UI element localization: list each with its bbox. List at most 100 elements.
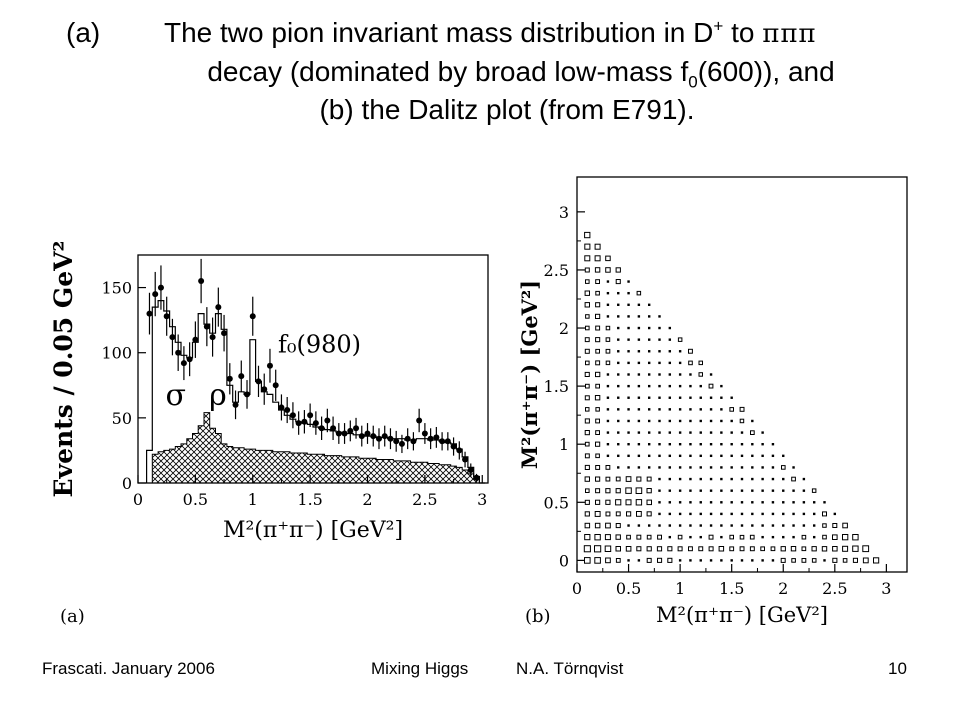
dalitz-cell: [689, 431, 692, 434]
dalitz-cell: [720, 477, 723, 481]
dalitz-cell: [647, 373, 651, 376]
dalitz-cell: [668, 443, 672, 446]
dalitz-cell: [771, 524, 775, 527]
dalitz-cell: [689, 408, 692, 411]
dalitz-cell: [730, 396, 733, 399]
dalitz-cell: [790, 546, 797, 552]
dalitz-cell: [594, 522, 601, 529]
dalitz-cell: [658, 315, 661, 318]
dalitz-cell: [720, 396, 723, 399]
dalitz-cell: [595, 290, 600, 296]
dalitz-cell: [678, 559, 682, 562]
dalitz-cell: [822, 534, 827, 540]
dalitz-cell: [637, 408, 641, 411]
dalitz-cell: [605, 360, 611, 366]
dalitz-cell: [605, 255, 611, 262]
dalitz-cell: [720, 443, 723, 446]
dalitz-cell: [658, 454, 661, 458]
dalitz-cell: [771, 477, 775, 481]
dalitz-cell: [678, 512, 682, 516]
dalitz-cell: [822, 511, 827, 517]
dalitz-cell: [605, 325, 611, 331]
chart-b-xtick-label: 3: [881, 579, 891, 598]
dalitz-cell: [730, 419, 733, 423]
dalitz-cell: [760, 546, 766, 552]
dalitz-cell: [595, 360, 601, 366]
dalitz-cell: [668, 501, 672, 504]
dalitz-cell: [636, 511, 642, 517]
chart-a-data-point: [146, 310, 153, 317]
chart-b-xtick-label: 1: [675, 579, 685, 598]
dalitz-cell: [677, 534, 683, 540]
dalitz-cell: [627, 524, 630, 527]
chart-a-data-point: [330, 425, 337, 432]
chart-b-ylabel: M²(π⁺π⁻) [GeV²]: [517, 280, 542, 469]
dalitz-cell: [842, 522, 848, 529]
dalitz-cell: [627, 361, 630, 365]
chart-a-data-point: [226, 375, 233, 382]
dalitz-cell: [646, 557, 652, 563]
dalitz-cell: [792, 489, 795, 492]
dalitz-cell: [605, 511, 611, 517]
dalitz-cell: [668, 338, 672, 341]
dalitz-cell: [595, 418, 600, 424]
chart-a-data-point: [462, 456, 469, 463]
dalitz-cell: [709, 466, 713, 469]
dalitz-cell: [771, 512, 775, 516]
dalitz-cell: [688, 546, 693, 552]
dalitz-cell: [668, 396, 672, 399]
dalitz-cell: [730, 559, 733, 562]
dalitz-cell: [668, 535, 672, 539]
chart-a-axes: 0 0.5 1 1.5 2 2.5 3 0 50 100 150: [101, 254, 489, 509]
dalitz-cell: [584, 418, 590, 424]
dalitz-cell: [689, 454, 692, 458]
chart-a-data-point: [272, 382, 279, 389]
dalitz-cell: [668, 431, 672, 434]
annotation-rho: ρ: [209, 378, 227, 413]
dalitz-cell: [637, 419, 641, 423]
chart-a-data-point: [175, 349, 182, 356]
chart-a-data-point: [381, 433, 388, 440]
chart-b-ytick-label: 2: [559, 319, 569, 338]
dalitz-cell: [761, 489, 764, 492]
dalitz-cell: [637, 431, 641, 434]
dalitz-cell: [678, 408, 682, 411]
chart-b-frame: [576, 176, 908, 573]
dalitz-cell: [658, 443, 661, 446]
dalitz-cell: [751, 477, 754, 481]
dalitz-cell: [812, 535, 816, 539]
chart-a-data-point: [335, 430, 342, 437]
dalitz-cell: [678, 489, 682, 492]
chart-a-background-hist: [146, 412, 486, 484]
dalitz-cell: [689, 466, 692, 469]
chart-a-xtick-label: 1: [248, 490, 258, 509]
dalitz-cell: [585, 488, 590, 493]
dalitz-cell: [678, 524, 682, 527]
dalitz-cell: [782, 454, 785, 458]
dalitz-cell: [605, 337, 611, 342]
dalitz-cell: [689, 559, 692, 562]
dalitz-cell: [709, 489, 713, 492]
dalitz-cell: [585, 279, 590, 284]
dalitz-cell: [802, 512, 806, 516]
dalitz-cell: [627, 559, 630, 562]
dalitz-cell: [689, 443, 692, 446]
title-line2-sub: 0: [688, 72, 698, 92]
dalitz-cell: [780, 546, 786, 552]
dalitz-cell: [751, 454, 754, 458]
dalitz-cell: [647, 303, 651, 306]
dalitz-cell: [698, 546, 704, 552]
dalitz-cell: [852, 534, 859, 541]
dalitz-cell: [606, 431, 610, 434]
chart-a-data-point: [318, 425, 325, 432]
dalitz-cell: [812, 512, 816, 516]
chart-a-data-point: [295, 420, 302, 427]
dalitz-cell: [658, 396, 661, 399]
chart-a-data-point: [169, 334, 176, 341]
dalitz-cell: [782, 535, 785, 539]
dalitz-cell: [689, 489, 692, 492]
dalitz-cell: [802, 501, 806, 504]
chart-a-data-point: [278, 404, 285, 411]
dalitz-cell: [584, 464, 590, 470]
dalitz-cell: [751, 443, 754, 446]
